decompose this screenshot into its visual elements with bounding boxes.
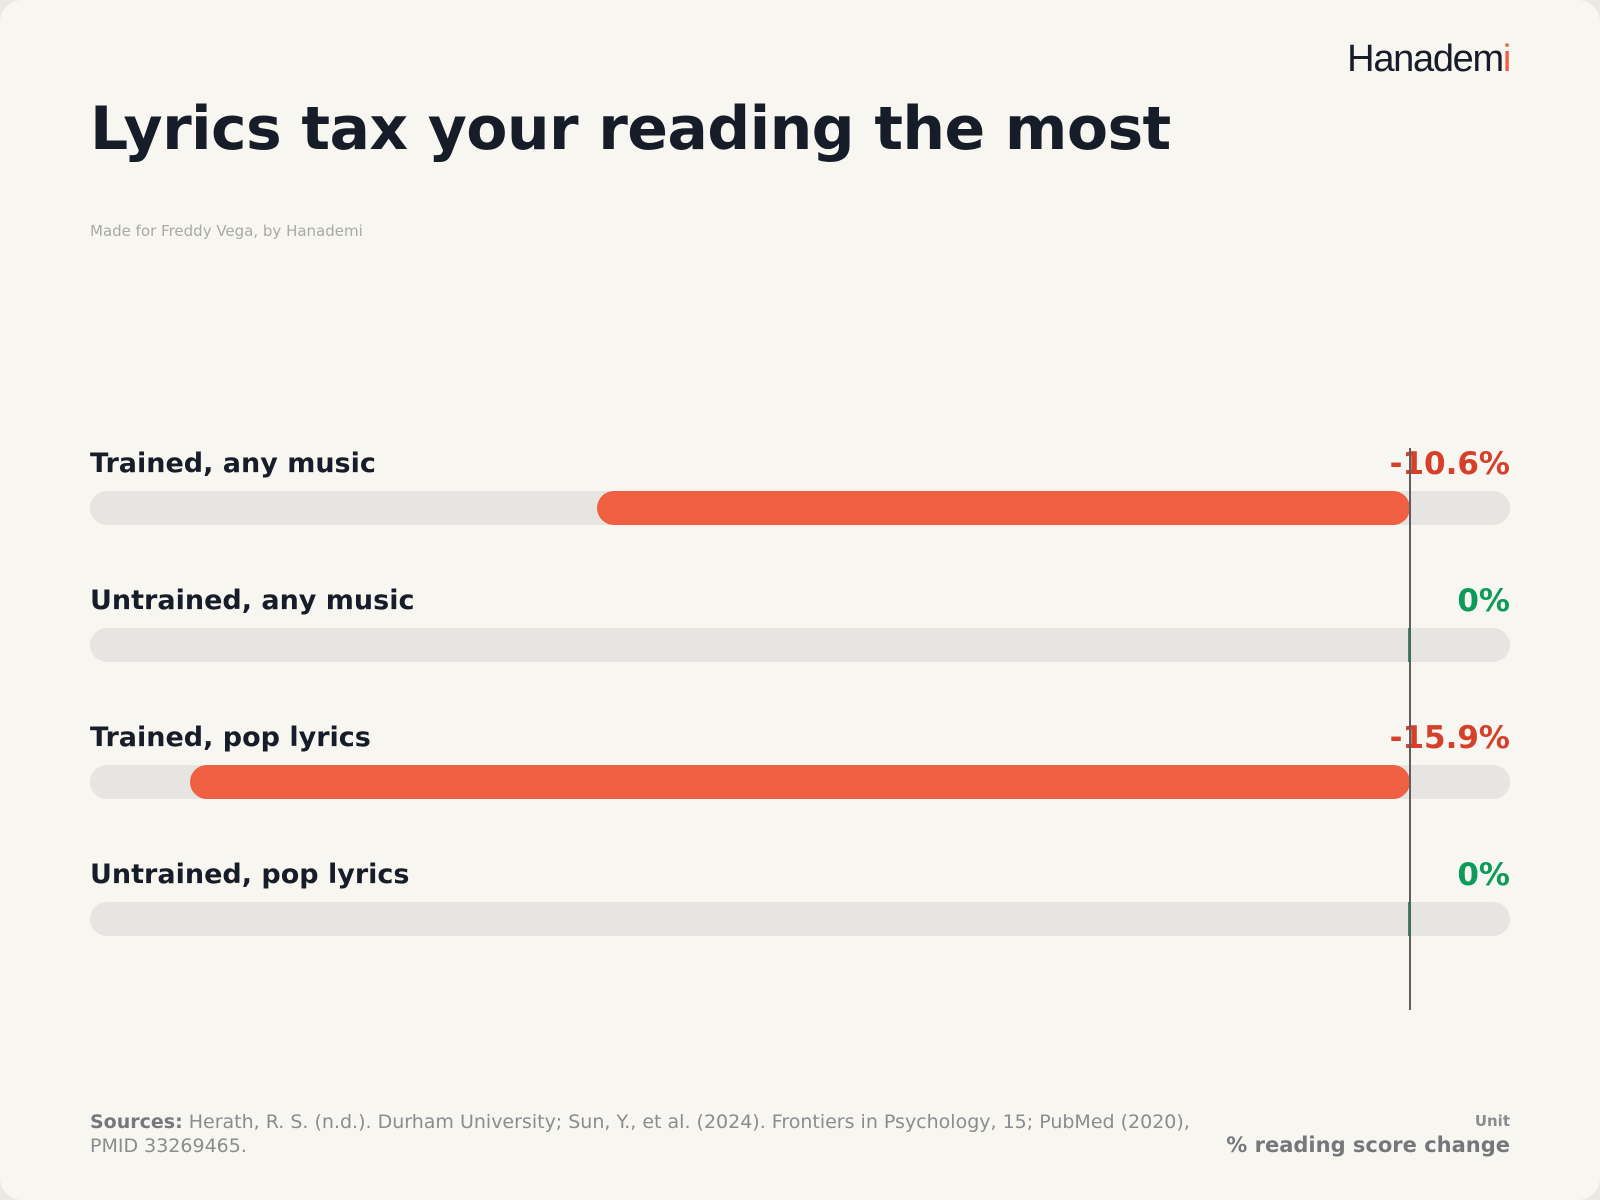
sources-text: Herath, R. S. (n.d.). Durham University;… [90, 1111, 1190, 1157]
bar [189, 765, 1411, 799]
bar [596, 491, 1411, 525]
category-label: Trained, any music [90, 448, 376, 479]
value-label: 0% [1457, 857, 1510, 893]
unit-label: Unit [1474, 1112, 1510, 1130]
category-label: Untrained, pop lyrics [90, 859, 410, 890]
value-label: -15.9% [1389, 720, 1510, 756]
brand-logo: Hanademi [1347, 38, 1511, 81]
brand-logo-text: Hanadem [1347, 38, 1504, 80]
bar-row: Trained, any music -10.6% [90, 446, 1510, 538]
value-label: -10.6% [1389, 446, 1510, 482]
credit-line: Made for Freddy Vega, by Hanademi [90, 222, 363, 240]
bar-track [90, 902, 1510, 936]
zero-reference-line [1409, 448, 1412, 1010]
chart-title: Lyrics tax your reading the most [90, 94, 1171, 164]
bar-row: Untrained, any music 0% [90, 583, 1510, 675]
bar-row: Trained, pop lyrics -15.9% [90, 720, 1510, 812]
sources-label: Sources: [90, 1111, 183, 1133]
value-label: 0% [1457, 583, 1510, 619]
unit-value: % reading score change [1226, 1133, 1510, 1157]
category-label: Trained, pop lyrics [90, 722, 371, 753]
sources-note: Sources: Herath, R. S. (n.d.). Durham Un… [90, 1110, 1210, 1158]
category-label: Untrained, any music [90, 585, 415, 616]
brand-logo-accent: i [1502, 38, 1511, 80]
bar-row: Untrained, pop lyrics 0% [90, 857, 1510, 949]
bar-track [90, 628, 1510, 662]
